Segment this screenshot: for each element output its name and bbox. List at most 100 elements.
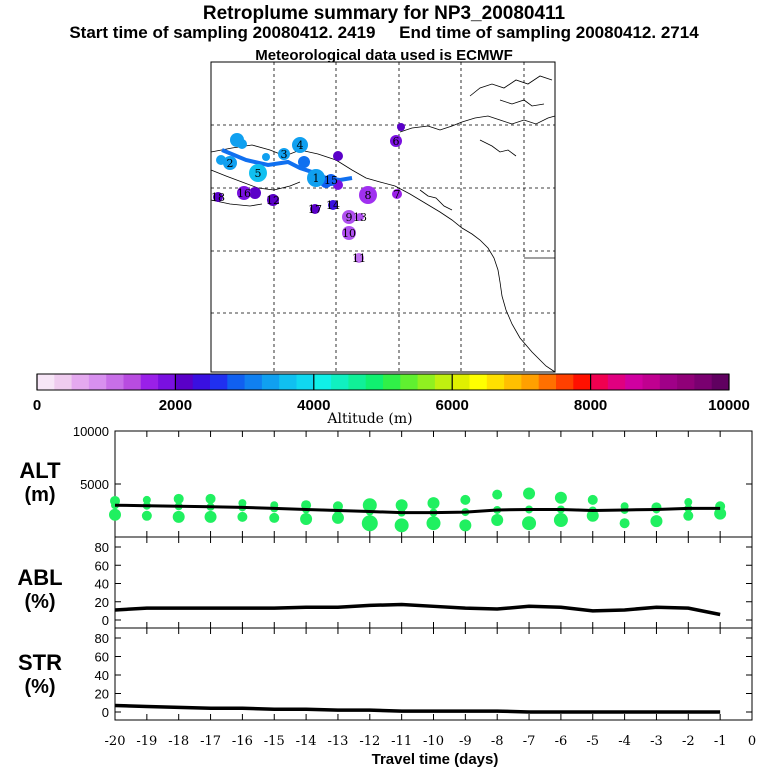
colorbar-swatch [452, 374, 470, 390]
alt-cluster-dot [522, 516, 537, 531]
colorbar-swatch [244, 374, 263, 390]
cluster-marker-extra [333, 151, 343, 161]
cluster-marker [342, 210, 356, 224]
x-tick-label: -19 [136, 734, 157, 749]
x-tick-label: -7 [523, 734, 536, 749]
alt-cluster-dot [109, 508, 121, 521]
colorbar-swatch [434, 374, 453, 390]
alt-cluster-dot [619, 518, 630, 529]
colorbar-swatch [365, 374, 384, 390]
str-frame [114, 627, 753, 721]
alt-cluster-dot [204, 510, 217, 523]
cluster-marker [278, 148, 290, 160]
cluster-label: 11 [352, 252, 366, 265]
sampling-times: Start time of sampling 20080412. 2419 En… [0, 23, 768, 43]
alt-cluster-dot [427, 497, 440, 510]
colorbar-swatch [642, 374, 661, 390]
cluster-label: 14 [326, 199, 340, 212]
alt-cluster-dot [460, 494, 471, 505]
cluster-marker [354, 253, 364, 263]
cluster-marker [356, 213, 364, 221]
alt-cluster-dot [587, 494, 598, 505]
alt-mean-line [114, 503, 721, 515]
cluster-marker [292, 137, 308, 153]
cluster-label: 12 [266, 194, 280, 207]
abl-panel: 80 60 40 20 0 ABL(%) [17, 536, 753, 629]
map-frame [210, 61, 556, 373]
cluster-marker [310, 204, 320, 214]
x-tick-label: -12 [359, 734, 380, 749]
colorbar-swatch [607, 374, 626, 390]
colorbar-swatch [210, 374, 228, 390]
alt-cluster-dot [269, 512, 280, 523]
alt-cluster-dot [141, 510, 152, 521]
abl-label: ABL [17, 565, 62, 590]
cluster-marker [237, 186, 251, 200]
colorbar-swatch [590, 374, 609, 390]
alt-cluster-dot [523, 487, 536, 500]
y-tick-label: 60 [95, 558, 109, 573]
colorbar-swatch [71, 374, 90, 390]
x-axis-label: Travel time (days) [372, 751, 499, 768]
abl-line [114, 602, 721, 617]
y-tick-label: 80 [95, 540, 109, 555]
alt-cluster-dot [459, 519, 472, 532]
x-tick-label: -10 [423, 734, 444, 749]
colorbar-swatch [331, 374, 349, 390]
cluster-label: 10 [342, 227, 356, 240]
cluster-label: 15 [324, 174, 338, 187]
y-tick-label: 5000 [80, 477, 109, 492]
colorbar-swatch [37, 374, 55, 390]
colorbar-swatch [538, 374, 557, 390]
alt-cluster-dot [362, 498, 377, 513]
y-tick-label: 20 [95, 595, 109, 610]
cluster-marker-extra [397, 123, 405, 131]
colorbar-tick-label: 2000 [159, 397, 192, 414]
colorbar-swatch [694, 374, 713, 390]
x-tick-label: 0 [748, 734, 756, 749]
x-tick-label: -9 [459, 734, 472, 749]
str-line [114, 703, 721, 714]
x-tick-label: -6 [555, 734, 568, 749]
alt-cluster-dot [172, 510, 185, 523]
cluster-marker [390, 135, 402, 147]
colorbar-swatch [677, 374, 695, 390]
colorbar-swatch [140, 374, 159, 390]
start-time: Start time of sampling 20080412. 2419 [69, 23, 376, 42]
cluster-label: 6 [393, 135, 400, 148]
y-tick-label: 0 [102, 705, 109, 720]
colorbar-tick-label: 4000 [297, 397, 330, 414]
alt-cluster-dot [173, 493, 184, 504]
colorbar-swatch [175, 374, 194, 390]
alt-cluster-dot [142, 495, 151, 504]
alt-label: ALT [19, 458, 61, 483]
x-tick-label: -14 [296, 734, 317, 749]
cluster-marker-extra [237, 139, 247, 149]
x-tick-label: -16 [232, 734, 253, 749]
alt-cluster-dot [683, 510, 694, 521]
y-tick-label: 0 [102, 613, 109, 628]
cluster-marker [342, 226, 356, 240]
cluster-label: 16 [237, 187, 251, 200]
end-time: End time of sampling 20080412. 2714 [399, 23, 699, 42]
cluster-marker [359, 186, 377, 204]
alt-cluster-dot [300, 512, 313, 525]
colorbar-swatch [279, 374, 297, 390]
cluster-label: 5 [255, 167, 262, 180]
colorbar-swatch [625, 374, 643, 390]
colorbar-swatch [261, 374, 280, 390]
cluster-label: 2 [227, 157, 234, 170]
alt-cluster-dot [491, 514, 504, 527]
colorbar-swatch [123, 374, 142, 390]
colorbar-swatch [383, 374, 401, 390]
x-tick-label: -3 [650, 734, 663, 749]
cluster-marker [249, 164, 267, 182]
colorbar-swatch [227, 374, 245, 390]
colorbar-swatch [400, 374, 418, 390]
x-tick-label: -18 [168, 734, 189, 749]
x-tick-label: -2 [682, 734, 695, 749]
alt-cluster-dot [395, 499, 408, 512]
